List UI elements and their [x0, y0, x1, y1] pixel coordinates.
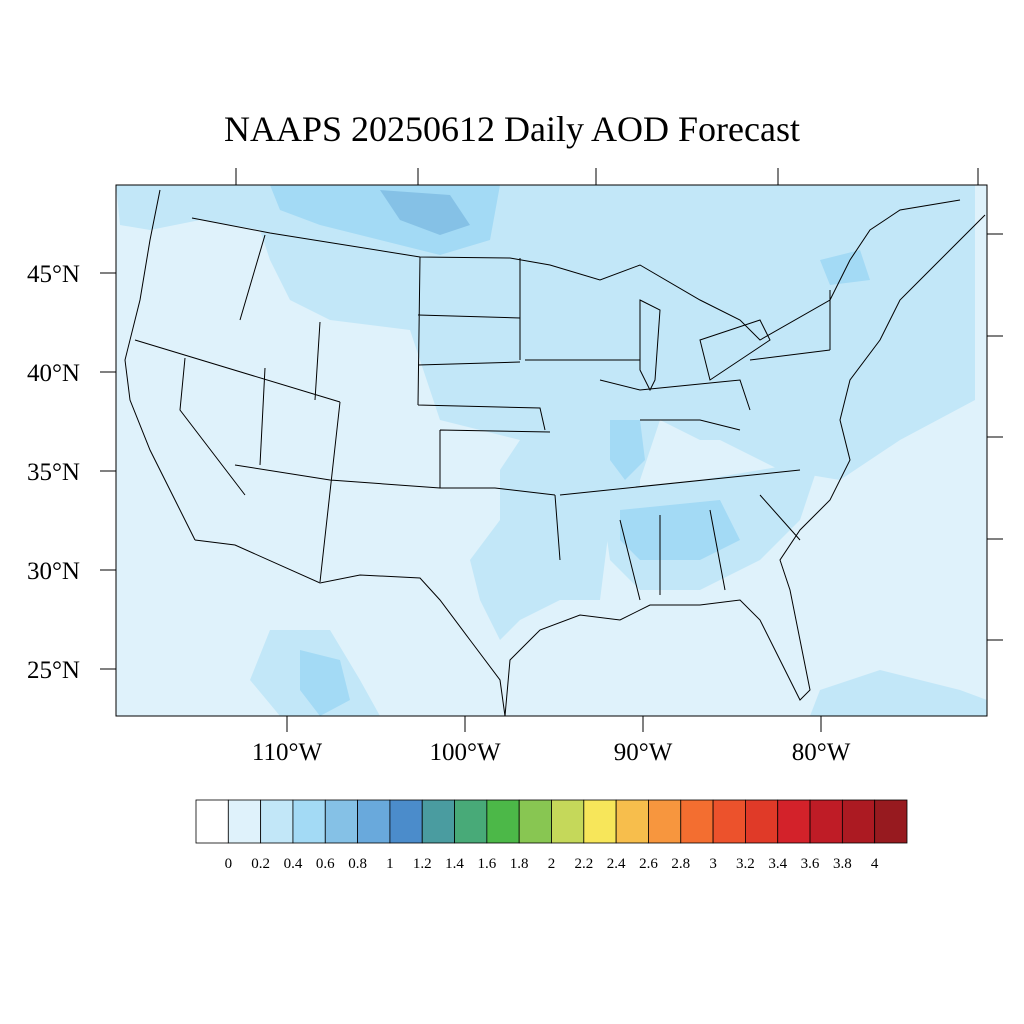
colorbar-box [195, 799, 229, 844]
colorbar-box [357, 799, 391, 844]
us-canada-border [191, 199, 961, 341]
colorbar-tick-label: 0.6 [316, 856, 335, 872]
colorbar-box [292, 799, 326, 844]
colorbar-box [551, 799, 585, 844]
latitude-labels: 45°N 40°N 35°N 30°N 25°N [27, 261, 80, 684]
aod-region-canada-core [380, 190, 470, 235]
colorbar-box [809, 799, 843, 844]
colorbar [195, 799, 908, 844]
lat-label-30: 30°N [27, 558, 80, 585]
colorbar-tick-label: 0.4 [284, 856, 303, 872]
colorbar-box [841, 799, 876, 844]
colorbar-tick-label: 2 [548, 856, 556, 872]
lat-label-45: 45°N [27, 261, 80, 288]
boundary-lines [124, 189, 986, 716]
left-ticks [100, 272, 116, 670]
top-ticks [235, 168, 979, 185]
right-ticks [987, 233, 1003, 641]
colorbar-tick-label: 0.2 [251, 856, 270, 872]
lat-label-35: 35°N [27, 459, 80, 486]
colorbar-box [712, 799, 746, 844]
colorbar-tick-label: 3.2 [736, 856, 755, 872]
aod-region-northern-plains [116, 185, 975, 640]
colorbar-tick-label: 1.8 [510, 856, 529, 872]
colorbar-box [518, 799, 552, 844]
aod-region-caribbean [810, 670, 987, 716]
colorbar-box [454, 799, 488, 844]
map-frame [115, 184, 988, 717]
colorbar-tick-label: 1.2 [413, 856, 432, 872]
colorbar-labels: 0 0.2 0.4 0.6 0.8 1 1.2 1.4 1.6 1.8 2 2.2 2.4 2.6 2.8 3… [225, 856, 879, 872]
colorbar-box [777, 799, 811, 844]
colorbar-box [421, 799, 455, 844]
aod-region-alabama [620, 500, 740, 560]
colorbar-tick-label: 2.6 [639, 856, 658, 872]
lat-label-25: 25°N [27, 657, 80, 684]
colorbar-tick-label: 2.2 [574, 856, 593, 872]
great-lakes-michigan [639, 299, 661, 392]
colorbar-box [583, 799, 617, 844]
lat-label-40: 40°N [27, 360, 80, 387]
state-lines-west [134, 234, 441, 583]
colorbar-tick-label: 2.8 [671, 856, 690, 872]
colorbar-tick-label: 3.8 [833, 856, 852, 872]
colorbar-box [615, 799, 649, 844]
great-lakes-erie [699, 319, 771, 381]
lon-label-80w: 80°W [792, 739, 851, 766]
lon-label-100w: 100°W [429, 739, 500, 766]
bottom-ticks [286, 716, 822, 732]
colorbar-tick-label: 1.4 [445, 856, 464, 872]
plot-title: NAAPS 20250612 Daily AOD Forecast [224, 109, 800, 149]
lon-label-90w: 90°W [614, 739, 673, 766]
us-mexico-border [194, 539, 506, 716]
lon-label-110w: 110°W [252, 739, 323, 766]
colorbar-tick-label: 4 [871, 856, 879, 872]
colorbar-box [680, 799, 714, 844]
colorbar-box [874, 799, 908, 844]
aod-region-gulf-mexico [300, 650, 350, 716]
colorbar-box [745, 799, 779, 844]
colorbar-tick-label: 3.4 [768, 856, 787, 872]
gulf-coast [504, 214, 986, 716]
colorbar-box [648, 799, 682, 844]
aod-darkest-regions [380, 190, 470, 235]
state-lines-central [417, 256, 640, 561]
colorbar-tick-label: 0 [225, 856, 233, 872]
colorbar-tick-label: 1 [386, 856, 394, 872]
west-coast [124, 189, 196, 541]
longitude-labels: 110°W 100°W 90°W 80°W [252, 739, 851, 766]
aod-region-new-england [820, 250, 870, 285]
colorbar-box [260, 799, 294, 844]
colorbar-tick-label: 2.4 [607, 856, 626, 872]
colorbar-tick-label: 0.8 [348, 856, 367, 872]
colorbar-box [324, 799, 358, 844]
colorbar-tick-label: 1.6 [477, 856, 496, 872]
colorbar-box [486, 799, 520, 844]
colorbar-tick-label: 3.6 [801, 856, 820, 872]
aod-field [116, 185, 987, 716]
colorbar-box [227, 799, 262, 844]
aod-region-illinois [610, 420, 645, 480]
colorbar-box [389, 799, 423, 844]
state-lines-east [559, 290, 831, 601]
colorbar-tick-label: 3 [709, 856, 717, 872]
